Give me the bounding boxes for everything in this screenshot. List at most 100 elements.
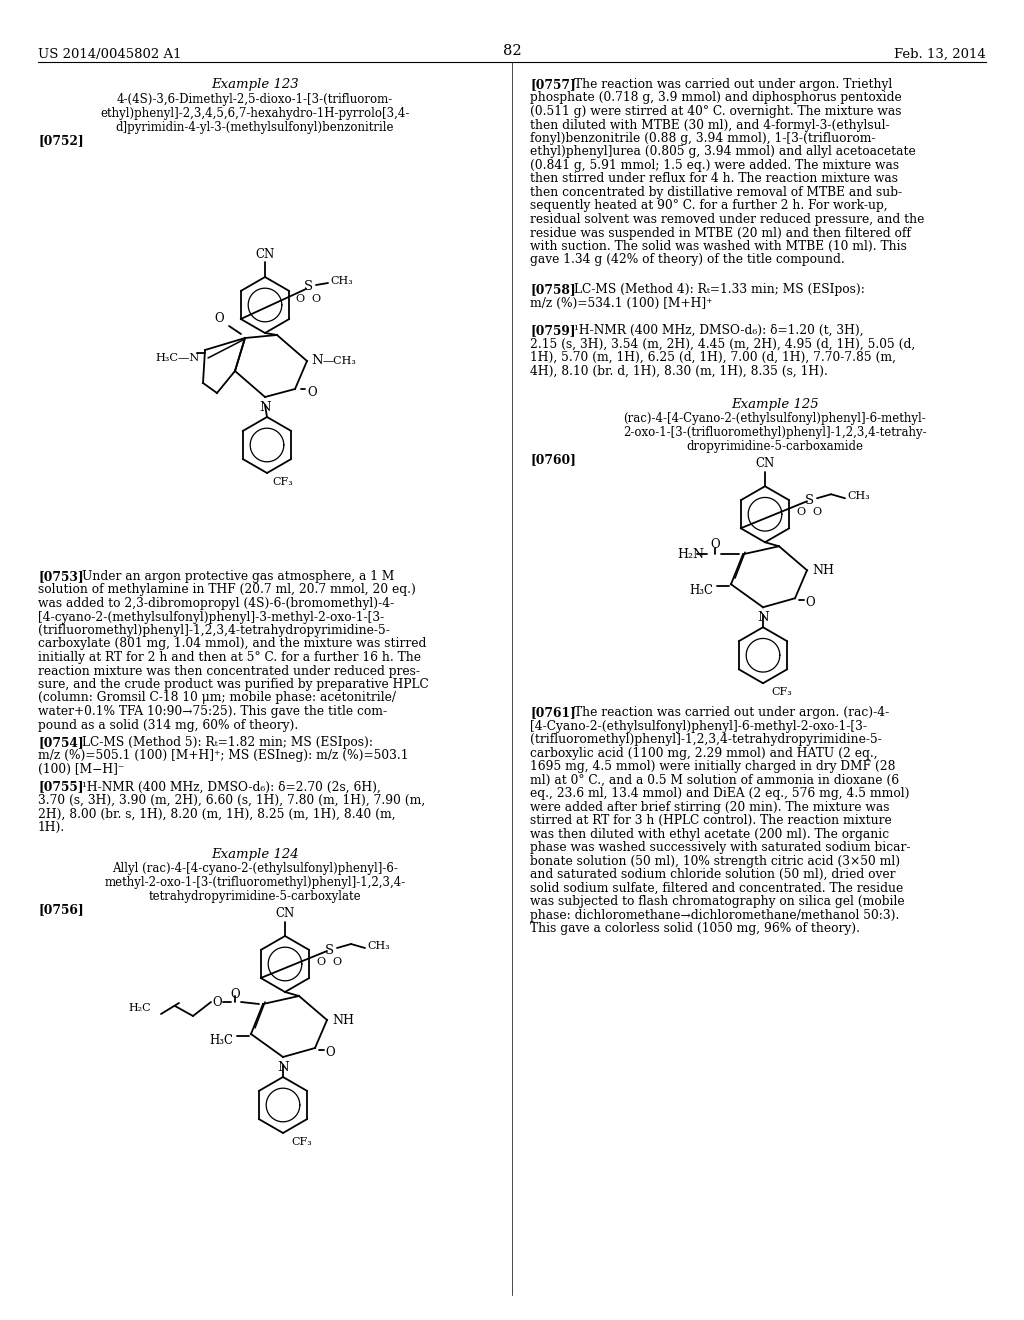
Text: Example 125: Example 125 [731, 399, 819, 412]
Text: O: O [296, 294, 304, 304]
Text: [0752]: [0752] [38, 135, 84, 147]
Text: sure, and the crude product was purified by preparative HPLC: sure, and the crude product was purified… [38, 678, 429, 690]
Text: then diluted with MTBE (30 ml), and 4-formyl-3-(ethylsul-: then diluted with MTBE (30 ml), and 4-fo… [530, 119, 890, 132]
Text: dropyrimidine-5-carboxamide: dropyrimidine-5-carboxamide [686, 441, 863, 453]
Text: O: O [711, 537, 720, 550]
Text: CH₃: CH₃ [847, 491, 869, 502]
Text: (trifluoromethyl)phenyl]-1,2,3,4-tetrahydropyrimidine-5-: (trifluoromethyl)phenyl]-1,2,3,4-tetrahy… [38, 624, 390, 638]
Text: S: S [805, 494, 813, 507]
Text: N: N [311, 355, 323, 367]
Text: S: S [325, 944, 334, 957]
Text: LC-MS (Method 4): Rₜ=1.33 min; MS (ESIpos):: LC-MS (Method 4): Rₜ=1.33 min; MS (ESIpo… [574, 284, 865, 297]
Text: 1H).: 1H). [38, 821, 66, 834]
Text: tetrahydropyrimidine-5-carboxylate: tetrahydropyrimidine-5-carboxylate [148, 890, 361, 903]
Text: carboxylic acid (1100 mg, 2.29 mmol) and HATU (2 eq.,: carboxylic acid (1100 mg, 2.29 mmol) and… [530, 747, 878, 760]
Text: O: O [316, 957, 326, 968]
Text: [0755]: [0755] [38, 780, 84, 793]
Text: eq., 23.6 ml, 13.4 mmol) and DiEA (2 eq., 576 mg, 4.5 mmol): eq., 23.6 ml, 13.4 mmol) and DiEA (2 eq.… [530, 787, 909, 800]
Text: N: N [278, 1061, 289, 1074]
Text: ethyl)phenyl]urea (0.805 g, 3.94 mmol) and allyl acetoacetate: ethyl)phenyl]urea (0.805 g, 3.94 mmol) a… [530, 145, 915, 158]
Text: (100) [M−H]⁻: (100) [M−H]⁻ [38, 763, 124, 776]
Text: NH: NH [332, 1014, 354, 1027]
Text: O: O [214, 312, 224, 325]
Text: 82: 82 [503, 44, 521, 58]
Text: was then diluted with ethyl acetate (200 ml). The organic: was then diluted with ethyl acetate (200… [530, 828, 889, 841]
Text: S: S [303, 281, 312, 293]
Text: [0756]: [0756] [38, 903, 84, 916]
Text: phase: dichloromethane→dichloromethane/methanol 50:3).: phase: dichloromethane→dichloromethane/m… [530, 908, 899, 921]
Text: [0754]: [0754] [38, 737, 84, 748]
Text: H₂N: H₂N [677, 548, 705, 561]
Text: ¹H-NMR (400 MHz, DMSO-d₆): δ=1.20 (t, 3H),: ¹H-NMR (400 MHz, DMSO-d₆): δ=1.20 (t, 3H… [574, 323, 863, 337]
Text: Under an argon protective gas atmosphere, a 1 M: Under an argon protective gas atmosphere… [82, 570, 394, 583]
Text: (trifluoromethyl)phenyl]-1,2,3,4-tetrahydropyrimidine-5-: (trifluoromethyl)phenyl]-1,2,3,4-tetrahy… [530, 733, 882, 746]
Text: H₃C: H₃C [689, 583, 713, 597]
Text: (column: Gromsil C-18 10 μm; mobile phase: acetonitrile/: (column: Gromsil C-18 10 μm; mobile phas… [38, 692, 396, 705]
Text: 4-(4S)-3,6-Dimethyl-2,5-dioxo-1-[3-(trifluorom-: 4-(4S)-3,6-Dimethyl-2,5-dioxo-1-[3-(trif… [117, 92, 393, 106]
Text: N: N [259, 401, 270, 414]
Text: stirred at RT for 3 h (HPLC control). The reaction mixture: stirred at RT for 3 h (HPLC control). Th… [530, 814, 892, 828]
Text: ¹H-NMR (400 MHz, DMSO-d₆): δ=2.70 (2s, 6H),: ¹H-NMR (400 MHz, DMSO-d₆): δ=2.70 (2s, 6… [82, 780, 381, 793]
Text: then stirred under reflux for 4 h. The reaction mixture was: then stirred under reflux for 4 h. The r… [530, 173, 898, 186]
Text: residue was suspended in MTBE (20 ml) and then filtered off: residue was suspended in MTBE (20 ml) an… [530, 227, 911, 239]
Text: [4-cyano-2-(methylsulfonyl)phenyl]-3-methyl-2-oxo-1-[3-: [4-cyano-2-(methylsulfonyl)phenyl]-3-met… [38, 610, 384, 623]
Text: H₃C: H₃C [209, 1034, 233, 1047]
Text: [0759]: [0759] [530, 323, 575, 337]
Text: reaction mixture was then concentrated under reduced pres-: reaction mixture was then concentrated u… [38, 664, 420, 677]
Text: m/z (%)=505.1 (100) [M+H]⁺; MS (ESIneg): m/z (%)=503.1: m/z (%)=505.1 (100) [M+H]⁺; MS (ESIneg):… [38, 750, 409, 763]
Text: and saturated sodium chloride solution (50 ml), dried over: and saturated sodium chloride solution (… [530, 869, 896, 882]
Text: [0753]: [0753] [38, 570, 84, 583]
Text: CN: CN [275, 907, 295, 920]
Text: was subjected to flash chromatography on silica gel (mobile: was subjected to flash chromatography on… [530, 895, 904, 908]
Text: 1H), 5.70 (m, 1H), 6.25 (d, 1H), 7.00 (d, 1H), 7.70-7.85 (m,: 1H), 5.70 (m, 1H), 6.25 (d, 1H), 7.00 (d… [530, 351, 896, 364]
Text: then concentrated by distillative removal of MTBE and sub-: then concentrated by distillative remova… [530, 186, 902, 199]
Text: O: O [812, 507, 821, 517]
Text: solid sodium sulfate, filtered and concentrated. The residue: solid sodium sulfate, filtered and conce… [530, 882, 903, 895]
Text: O: O [212, 995, 222, 1008]
Text: O: O [333, 957, 342, 968]
Text: (0.511 g) were stirred at 40° C. overnight. The mixture was: (0.511 g) were stirred at 40° C. overnig… [530, 106, 901, 117]
Text: CH₃: CH₃ [367, 941, 390, 950]
Text: phase was washed successively with saturated sodium bicar-: phase was washed successively with satur… [530, 841, 910, 854]
Text: 2H), 8.00 (br. s, 1H), 8.20 (m, 1H), 8.25 (m, 1H), 8.40 (m,: 2H), 8.00 (br. s, 1H), 8.20 (m, 1H), 8.2… [38, 808, 395, 821]
Text: O: O [805, 595, 815, 609]
Text: CF₃: CF₃ [291, 1137, 311, 1147]
Text: fonyl)benzonitrile (0.88 g, 3.94 mmol), 1-[3-(trifluorom-: fonyl)benzonitrile (0.88 g, 3.94 mmol), … [530, 132, 876, 145]
Text: pound as a solid (314 mg, 60% of theory).: pound as a solid (314 mg, 60% of theory)… [38, 718, 298, 731]
Text: O: O [311, 294, 321, 304]
Text: CN: CN [255, 248, 274, 261]
Text: d]pyrimidin-4-yl-3-(methylsulfonyl)benzonitrile: d]pyrimidin-4-yl-3-(methylsulfonyl)benzo… [116, 121, 394, 135]
Text: residual solvent was removed under reduced pressure, and the: residual solvent was removed under reduc… [530, 213, 925, 226]
Text: O: O [325, 1045, 335, 1059]
Text: NH: NH [812, 564, 834, 577]
Text: O: O [307, 387, 316, 400]
Text: bonate solution (50 ml), 10% strength citric acid (3×50 ml): bonate solution (50 ml), 10% strength ci… [530, 855, 900, 867]
Text: The reaction was carried out under argon. (rac)-4-: The reaction was carried out under argon… [574, 706, 889, 719]
Text: m/z (%)=534.1 (100) [M+H]⁺: m/z (%)=534.1 (100) [M+H]⁺ [530, 297, 713, 310]
Text: phosphate (0.718 g, 3.9 mmol) and diphosphorus pentoxide: phosphate (0.718 g, 3.9 mmol) and diphos… [530, 91, 902, 104]
Text: 3.70 (s, 3H), 3.90 (m, 2H), 6.60 (s, 1H), 7.80 (m, 1H), 7.90 (m,: 3.70 (s, 3H), 3.90 (m, 2H), 6.60 (s, 1H)… [38, 795, 425, 807]
Text: were added after brief stirring (20 min). The mixture was: were added after brief stirring (20 min)… [530, 801, 890, 813]
Text: Allyl (rac)-4-[4-cyano-2-(ethylsulfonyl)phenyl]-6-: Allyl (rac)-4-[4-cyano-2-(ethylsulfonyl)… [112, 862, 398, 875]
Text: [0760]: [0760] [530, 453, 575, 466]
Text: (rac)-4-[4-Cyano-2-(ethylsulfonyl)phenyl]-6-methyl-: (rac)-4-[4-Cyano-2-(ethylsulfonyl)phenyl… [624, 412, 927, 425]
Text: carboxylate (801 mg, 1.04 mmol), and the mixture was stirred: carboxylate (801 mg, 1.04 mmol), and the… [38, 638, 426, 651]
Text: was added to 2,3-dibromopropyl (4S)-6-(bromomethyl)-4-: was added to 2,3-dibromopropyl (4S)-6-(b… [38, 597, 394, 610]
Text: solution of methylamine in THF (20.7 ml, 20.7 mmol, 20 eq.): solution of methylamine in THF (20.7 ml,… [38, 583, 416, 597]
Text: H₃C—N: H₃C—N [155, 352, 200, 363]
Text: O: O [797, 507, 806, 517]
Text: O: O [230, 987, 240, 1001]
Text: [0761]: [0761] [530, 706, 575, 719]
Text: (0.841 g, 5.91 mmol; 1.5 eq.) were added. The mixture was: (0.841 g, 5.91 mmol; 1.5 eq.) were added… [530, 158, 899, 172]
Text: LC-MS (Method 5): Rₜ=1.82 min; MS (ESIpos):: LC-MS (Method 5): Rₜ=1.82 min; MS (ESIpo… [82, 737, 373, 748]
Text: CN: CN [756, 457, 774, 470]
Text: [4-Cyano-2-(ethylsulfonyl)phenyl]-6-methyl-2-oxo-1-[3-: [4-Cyano-2-(ethylsulfonyl)phenyl]-6-meth… [530, 719, 867, 733]
Text: Example 124: Example 124 [211, 847, 299, 861]
Text: gave 1.34 g (42% of theory) of the title compound.: gave 1.34 g (42% of theory) of the title… [530, 253, 845, 267]
Text: with suction. The solid was washed with MTBE (10 ml). This: with suction. The solid was washed with … [530, 240, 907, 253]
Text: —CH₃: —CH₃ [323, 356, 357, 366]
Text: Feb. 13, 2014: Feb. 13, 2014 [894, 48, 986, 61]
Text: H₂C: H₂C [128, 1003, 151, 1012]
Text: CF₃: CF₃ [272, 477, 293, 487]
Text: water+0.1% TFA 10:90→75:25). This gave the title com-: water+0.1% TFA 10:90→75:25). This gave t… [38, 705, 387, 718]
